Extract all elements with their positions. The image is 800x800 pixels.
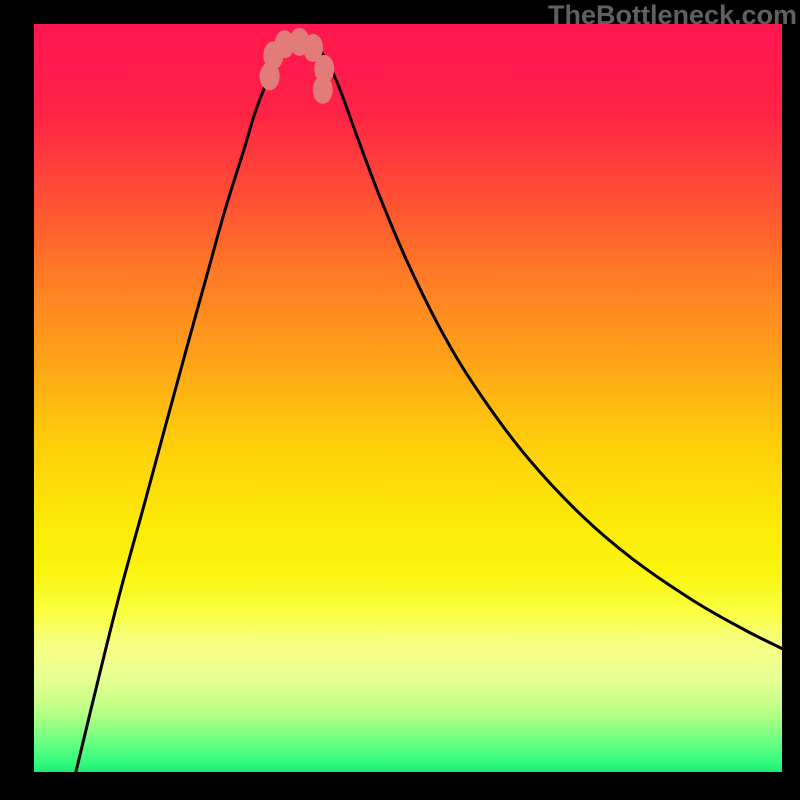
gradient-background bbox=[34, 24, 782, 772]
bottleneck-curve-chart bbox=[34, 24, 782, 772]
watermark-text: TheBottleneck.com bbox=[548, 0, 797, 31]
chart-frame: TheBottleneck.com bbox=[0, 0, 800, 800]
bottom-marker bbox=[313, 76, 333, 104]
chart-area bbox=[34, 24, 782, 772]
